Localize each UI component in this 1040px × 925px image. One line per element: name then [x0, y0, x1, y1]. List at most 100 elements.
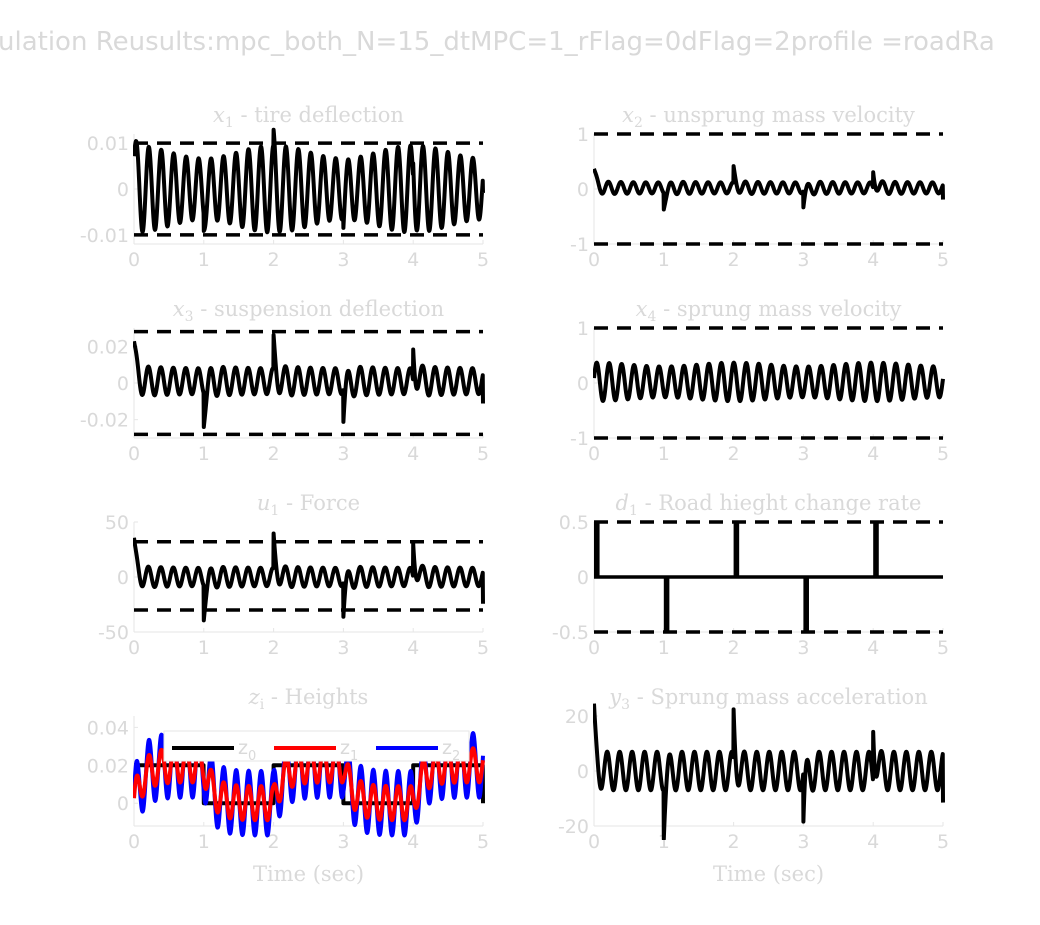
- x-tick-label: 0: [128, 831, 140, 853]
- x-tick-label: 0: [588, 637, 600, 659]
- x-tick-label: 1: [658, 443, 670, 465]
- y-tick-label: 0.02: [87, 336, 129, 358]
- x-axis-label-y3: Time (sec): [713, 862, 824, 886]
- x-tick-label: 4: [867, 443, 879, 465]
- x-tick-label: 0: [128, 637, 140, 659]
- y-tick-label: 50: [105, 512, 129, 534]
- series-line-x2: [593, 164, 945, 212]
- x-tick-label: 1: [198, 249, 210, 271]
- pulse-bar: [663, 577, 670, 632]
- y-tick-label: 0: [577, 373, 589, 395]
- series-line-x3: [133, 333, 485, 430]
- x-tick-label: 2: [268, 637, 280, 659]
- series-line-u1: [133, 531, 485, 623]
- figure-suptitle: ulation Reusults:mpc_both_N=15_dtMPC=1_r…: [0, 27, 995, 57]
- x-tick-label: 5: [477, 443, 489, 465]
- y-tick-label: 1: [577, 124, 589, 146]
- pulse-bar: [873, 522, 879, 577]
- y-tick-label: 0: [577, 179, 589, 201]
- x-tick-label: 0: [128, 443, 140, 465]
- x-tick-label: 3: [797, 249, 809, 271]
- subplot-title-d1: d1 - Road hieght change rate: [616, 491, 922, 519]
- legend: z0 z1 z2: [163, 730, 470, 764]
- x-axis-label-zi: Time (sec): [253, 862, 364, 886]
- y-tick-label: -0.02: [80, 410, 129, 432]
- x-tick-label: 4: [407, 831, 419, 853]
- y-tick-label: 0: [117, 373, 129, 395]
- x-tick-label: 3: [797, 831, 809, 853]
- x-tick-label: 3: [337, 831, 349, 853]
- x-tick-label: 3: [337, 249, 349, 271]
- x-tick-label: 4: [407, 637, 419, 659]
- subplot-title-x4: x4 - sprung mass velocity: [636, 297, 902, 325]
- x-tick-label: 0: [588, 249, 600, 271]
- subplot-x3: x3 - suspension deflection 0 1 2 3 4 5 -0.02 0 0.…: [80, 297, 489, 465]
- x-tick-label: 4: [867, 637, 879, 659]
- y-tick-label: -0.01: [80, 225, 129, 247]
- x-tick-label: 4: [867, 249, 879, 271]
- y-tick-label: 0.5: [559, 512, 589, 534]
- x-tick-label: 1: [198, 637, 210, 659]
- y-tick-label: 0: [117, 567, 129, 589]
- x-tick-label: 2: [268, 831, 280, 853]
- x-tick-label: 4: [407, 249, 419, 271]
- y-tick-label: -1: [570, 428, 589, 450]
- legend-label: z2: [442, 737, 460, 764]
- y-tick-label: 0: [577, 567, 589, 589]
- pulse-bar: [733, 522, 740, 577]
- y-tick-label: 20: [565, 706, 589, 728]
- x-tick-label: 1: [658, 637, 670, 659]
- y-tick-label: 0.04: [87, 717, 129, 739]
- pulse-bar: [594, 522, 600, 577]
- x-tick-label: 0: [588, 443, 600, 465]
- x-tick-label: 2: [728, 831, 740, 853]
- x-tick-label: 2: [728, 637, 740, 659]
- y-tick-label: 0.02: [87, 755, 129, 777]
- y-tick-label: 0.01: [87, 133, 129, 155]
- series-line-x4: [593, 360, 945, 404]
- x-tick-label: 3: [797, 637, 809, 659]
- subplot-title-x2: x2 - unsprung mass velocity: [622, 103, 915, 131]
- x-tick-label: 0: [128, 249, 140, 271]
- y-tick-label: 0: [117, 179, 129, 201]
- x-tick-label: 2: [268, 249, 280, 271]
- pulse-bar: [803, 577, 809, 632]
- y-tick-label: 0: [577, 761, 589, 783]
- x-tick-label: 3: [337, 443, 349, 465]
- x-tick-label: 2: [268, 443, 280, 465]
- y-tick-label: -0.5: [552, 622, 589, 644]
- x-tick-label: 2: [728, 249, 740, 271]
- x-tick-label: 1: [198, 443, 210, 465]
- y-tick-label: 0: [117, 793, 129, 815]
- series-line-y3: [593, 703, 945, 840]
- x-tick-label: 1: [198, 831, 210, 853]
- x-tick-label: 3: [797, 443, 809, 465]
- x-tick-label: 5: [477, 637, 489, 659]
- subplot-title-u1: u1 - Force: [257, 491, 360, 519]
- series-line-x1: [133, 127, 485, 235]
- x-tick-label: 5: [477, 831, 489, 853]
- y-tick-label: -50: [98, 622, 129, 644]
- x-tick-label: 1: [658, 831, 670, 853]
- x-tick-label: 5: [937, 831, 949, 853]
- x-tick-label: 4: [407, 443, 419, 465]
- subplot-title-x1: x1 - tire deflection: [213, 103, 404, 131]
- subplot-title-zi: zi - Heights: [248, 685, 369, 713]
- x-tick-label: 3: [337, 637, 349, 659]
- legend-label: z0: [238, 737, 256, 764]
- x-tick-label: 5: [477, 249, 489, 271]
- x-tick-label: 2: [728, 443, 740, 465]
- legend-label: z1: [340, 737, 358, 764]
- x-tick-label: 1: [658, 249, 670, 271]
- subplot-title-y3: y3 - Sprung mass acceleration: [608, 685, 927, 713]
- x-tick-label: 4: [867, 831, 879, 853]
